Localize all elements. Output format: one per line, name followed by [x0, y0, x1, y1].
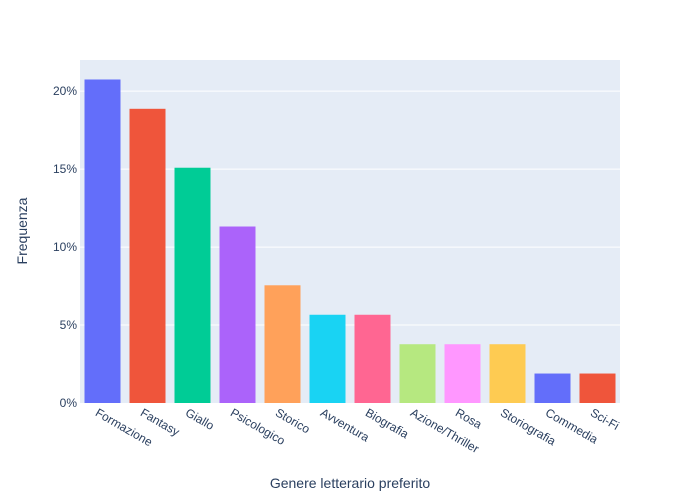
bar[interactable]: [84, 79, 121, 403]
bar[interactable]: [129, 108, 166, 403]
bar[interactable]: [219, 226, 256, 403]
x-tick-label: Rosa: [453, 405, 485, 431]
bar[interactable]: [534, 373, 571, 403]
x-axis-title: Genere letterario preferito: [270, 475, 431, 491]
y-tick-label: 20%: [53, 84, 77, 98]
bar[interactable]: [489, 344, 526, 403]
y-axis-ticks: 0% 5% 10% 15% 20%: [53, 84, 77, 410]
y-tick-label: 0%: [60, 396, 78, 410]
x-tick-label: Biografia: [363, 405, 411, 441]
gridlines: [80, 90, 620, 326]
x-tick-label: Sci-Fi: [588, 405, 622, 432]
y-tick-label: 15%: [53, 162, 77, 176]
bar[interactable]: [399, 344, 436, 403]
bar[interactable]: [309, 314, 346, 403]
bar[interactable]: [444, 344, 481, 403]
x-tick-label: Avventura: [318, 405, 372, 444]
bar[interactable]: [174, 167, 211, 403]
bar[interactable]: [354, 314, 391, 403]
bars: [84, 79, 616, 403]
plot-area: [80, 60, 620, 403]
y-tick-label: 5%: [60, 318, 78, 332]
y-axis-title: Frequenza: [14, 197, 30, 264]
bar[interactable]: [264, 285, 301, 403]
x-tick-label: Giallo: [183, 405, 217, 433]
y-tick-label: 10%: [53, 240, 77, 254]
bar[interactable]: [579, 373, 616, 403]
